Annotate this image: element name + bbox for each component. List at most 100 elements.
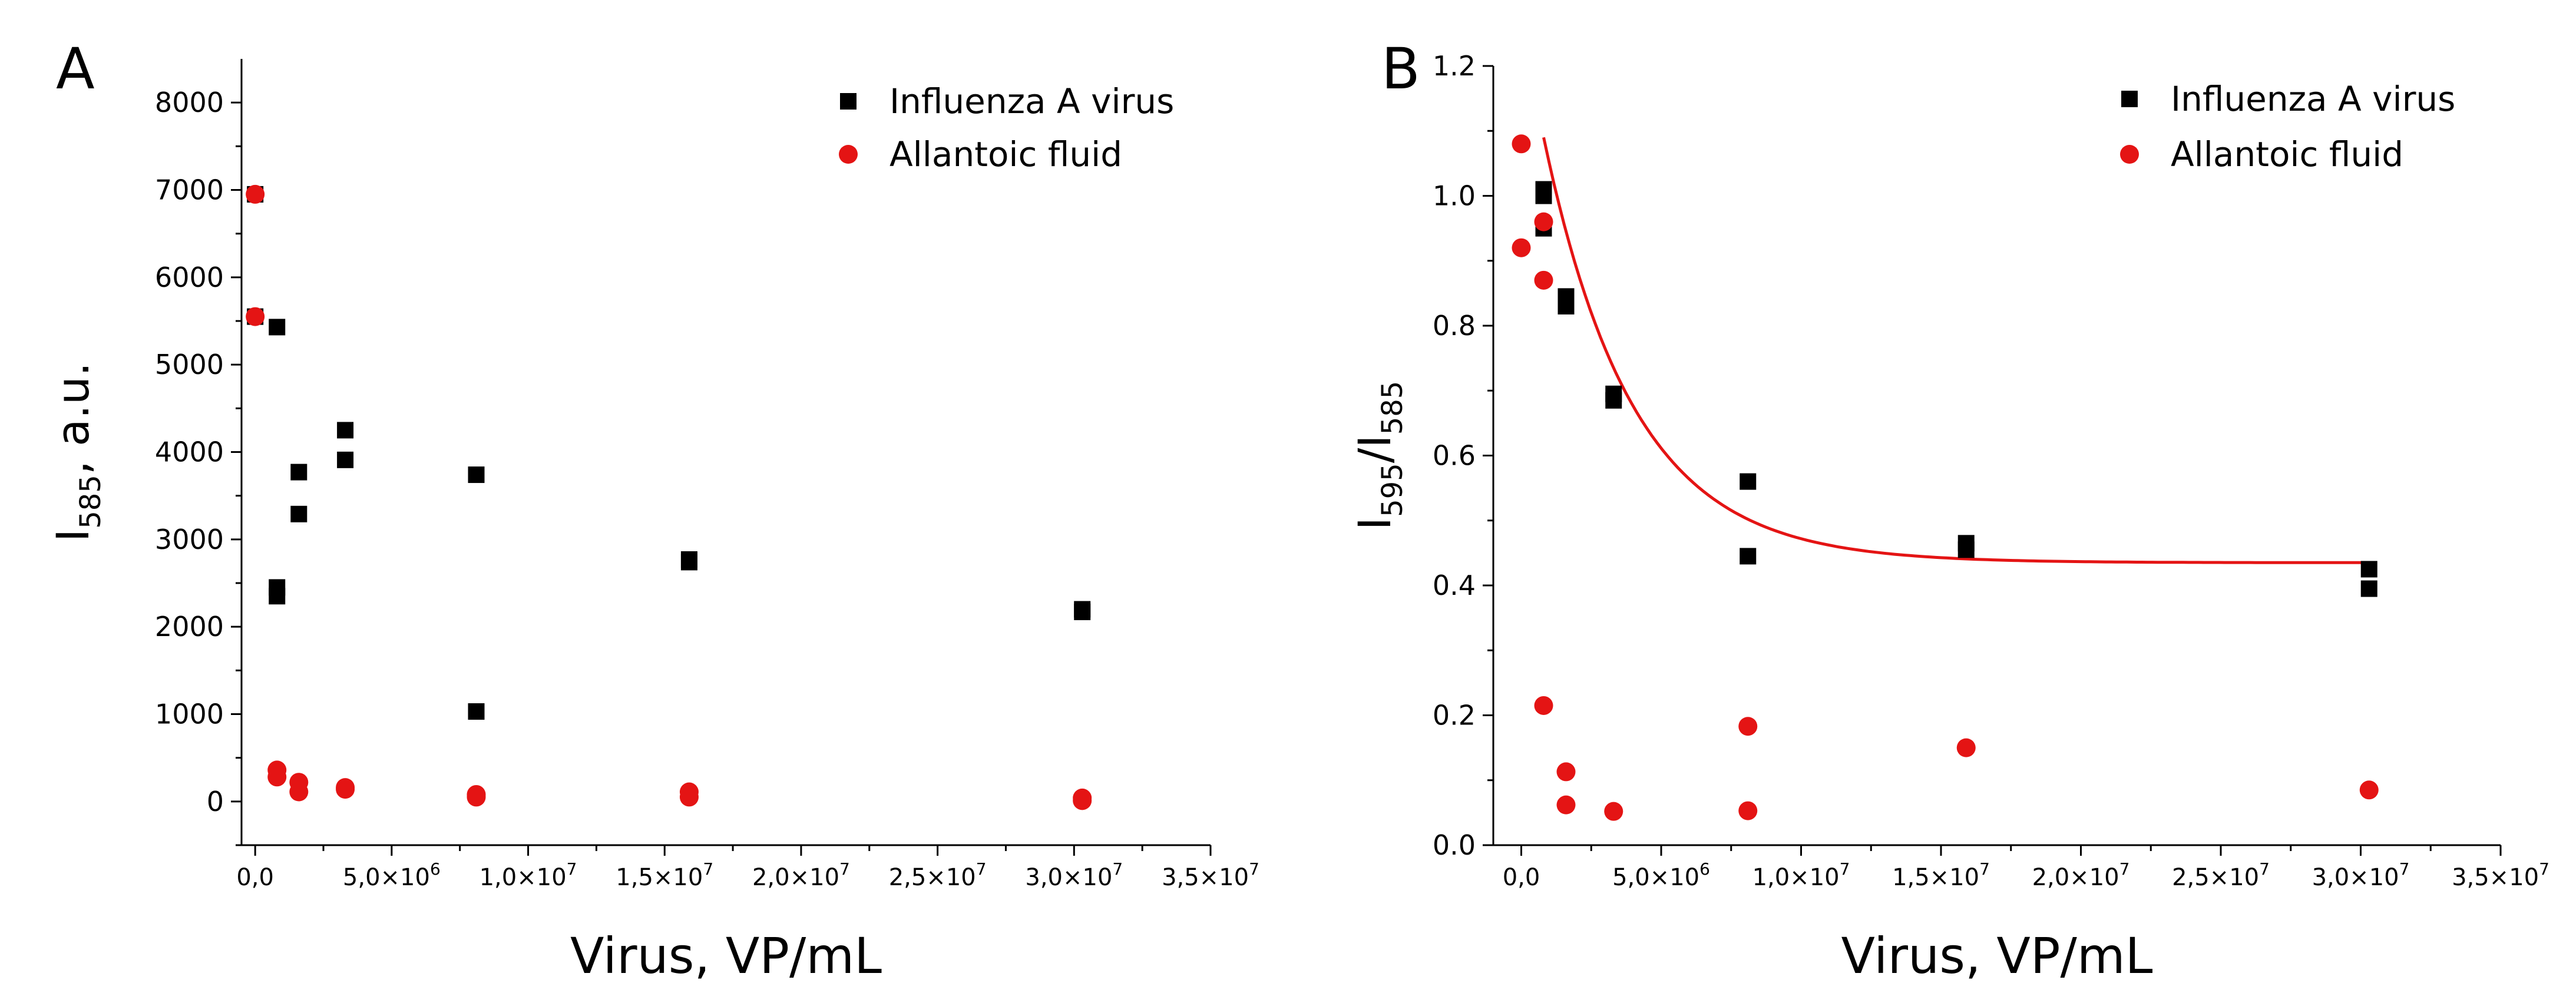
- panel-a: A 0 1000 2000 3000 4000 5000 6000 7000 8000 0,0 5,0…: [47, 36, 1259, 985]
- data-point-influenza: [269, 319, 286, 336]
- x-tick-label: 0,0: [236, 864, 274, 891]
- data-point-allantoic: [1512, 134, 1531, 154]
- x-tick-mantissa: 2,5×10: [889, 864, 976, 891]
- x-tick-mantissa: 3,0×10: [2312, 864, 2399, 891]
- y-tick-label: 3000: [155, 524, 224, 555]
- legend-marker-square: [840, 93, 857, 110]
- x-tick-exponent: 7: [2399, 859, 2410, 879]
- y-tick-label: 1.0: [1433, 180, 1476, 212]
- data-point-influenza: [1535, 187, 1552, 204]
- legend-label: Allantoic fluid: [889, 134, 1122, 174]
- y-tick-label: 0.4: [1433, 570, 1476, 601]
- data-point-influenza: [290, 505, 307, 522]
- legend-label: Allantoic fluid: [2171, 134, 2403, 174]
- y-tick-label: 0.0: [1433, 829, 1476, 861]
- data-point-influenza: [680, 554, 697, 571]
- x-tick-exponent: 7: [839, 859, 850, 879]
- x-tick-exponent: 7: [2539, 859, 2549, 879]
- y-axis-title: I595/I585: [1348, 381, 1409, 531]
- data-point-allantoic: [1556, 795, 1576, 815]
- x-tick-mantissa: 1,0×10: [480, 864, 567, 891]
- x-tick-label: 5,0×106: [1612, 859, 1710, 891]
- y-tick-label: 0.2: [1433, 700, 1476, 731]
- y-title-subscript-2: 585: [1376, 381, 1409, 435]
- x-tick-mantissa: 3,5×10: [1162, 864, 1249, 891]
- x-tick-label: 2,0×107: [752, 859, 850, 891]
- data-point-allantoic: [1556, 762, 1576, 782]
- x-tick-mantissa: 5,0×10: [343, 864, 430, 891]
- data-point-influenza: [290, 464, 307, 481]
- legend-marker-circle: [839, 145, 858, 164]
- y-title-mid: /I: [1348, 435, 1401, 463]
- data-point-influenza: [1957, 541, 1975, 558]
- y-axis-title: I585, a.u.: [47, 362, 107, 542]
- data-point-influenza: [468, 466, 485, 484]
- x-tick-mantissa: 2,5×10: [2172, 864, 2259, 891]
- x-axis-title: Virus, VP/mL: [1841, 927, 2153, 985]
- y-tick-label: 2000: [155, 611, 224, 643]
- y-tick-label: 5000: [155, 349, 224, 380]
- data-point-influenza: [1557, 297, 1575, 315]
- x-tick-exponent: 7: [976, 859, 987, 879]
- x-tick-mantissa: 0,0: [1503, 864, 1540, 891]
- data-point-influenza: [2360, 561, 2377, 578]
- data-point-allantoic: [1534, 696, 1553, 715]
- data-point-influenza: [1740, 473, 1757, 490]
- y-tick-label: 0.8: [1433, 310, 1476, 342]
- y-tick-label: 0: [207, 786, 224, 817]
- data-point-influenza: [337, 422, 354, 439]
- data-point-allantoic: [1604, 802, 1623, 821]
- x-tick-exponent: 7: [1112, 859, 1123, 879]
- x-tick-label: 3,0×107: [2312, 859, 2410, 891]
- x-tick-label: 2,0×107: [2032, 859, 2130, 891]
- y-tick-label: 0.6: [1433, 440, 1476, 472]
- x-tick-mantissa: 2,0×10: [752, 864, 839, 891]
- data-point-allantoic: [2359, 780, 2379, 800]
- data-point-allantoic: [679, 787, 699, 807]
- data-point-allantoic: [267, 767, 287, 787]
- data-point-allantoic: [1738, 801, 1758, 820]
- panel-label: A: [56, 36, 95, 102]
- data-point-influenza: [1605, 392, 1622, 409]
- legend-marker-square: [2121, 91, 2138, 107]
- y-title-suffix: , a.u.: [47, 362, 99, 475]
- x-tick-exponent: 7: [2259, 859, 2270, 879]
- panel-label: B: [1381, 36, 1420, 102]
- legend-label: Influenza A virus: [2171, 79, 2455, 119]
- y-title-subscript: 585: [74, 475, 107, 529]
- data-point-allantoic: [289, 782, 309, 802]
- x-tick-mantissa: 1,5×10: [1892, 864, 1979, 891]
- x-tick-exponent: 7: [1979, 859, 1990, 879]
- x-tick-mantissa: 3,5×10: [2452, 864, 2539, 891]
- x-tick-label: 2,5×107: [2172, 859, 2270, 891]
- data-point-influenza: [337, 451, 354, 468]
- legend-label: Influenza A virus: [889, 81, 1174, 121]
- x-tick-mantissa: 1,5×10: [616, 864, 703, 891]
- data-point-allantoic: [1512, 238, 1531, 257]
- fit-curve: [1542, 137, 2369, 564]
- x-tick-label: 0,0: [1503, 864, 1540, 891]
- y-tick-label: 1000: [155, 699, 224, 730]
- x-tick-exponent: 7: [1249, 859, 1259, 879]
- x-tick-label: 2,5×107: [889, 859, 987, 891]
- data-point-allantoic: [1956, 738, 1976, 757]
- data-point-allantoic: [246, 307, 265, 326]
- x-tick-exponent: 7: [567, 859, 577, 879]
- x-tick-mantissa: 2,0×10: [2032, 864, 2119, 891]
- y-tick-label: 6000: [155, 261, 224, 293]
- x-tick-exponent: 7: [2119, 859, 2130, 879]
- data-point-influenza: [1074, 603, 1091, 620]
- data-point-allantoic: [1738, 717, 1758, 736]
- x-tick-label: 1,5×107: [616, 859, 713, 891]
- data-point-influenza: [269, 588, 286, 605]
- x-tick-exponent: 6: [1699, 859, 1710, 879]
- data-point-allantoic: [246, 184, 265, 204]
- x-tick-label: 3,5×107: [1162, 859, 1259, 891]
- x-tick-label: 1,0×107: [480, 859, 577, 891]
- legend-marker-circle: [2120, 145, 2139, 164]
- x-tick-label: 1,5×107: [1892, 859, 1990, 891]
- y-title-subscript: 595: [1376, 463, 1409, 517]
- x-tick-label: 3,0×107: [1025, 859, 1123, 891]
- x-tick-label: 1,0×107: [1752, 859, 1850, 891]
